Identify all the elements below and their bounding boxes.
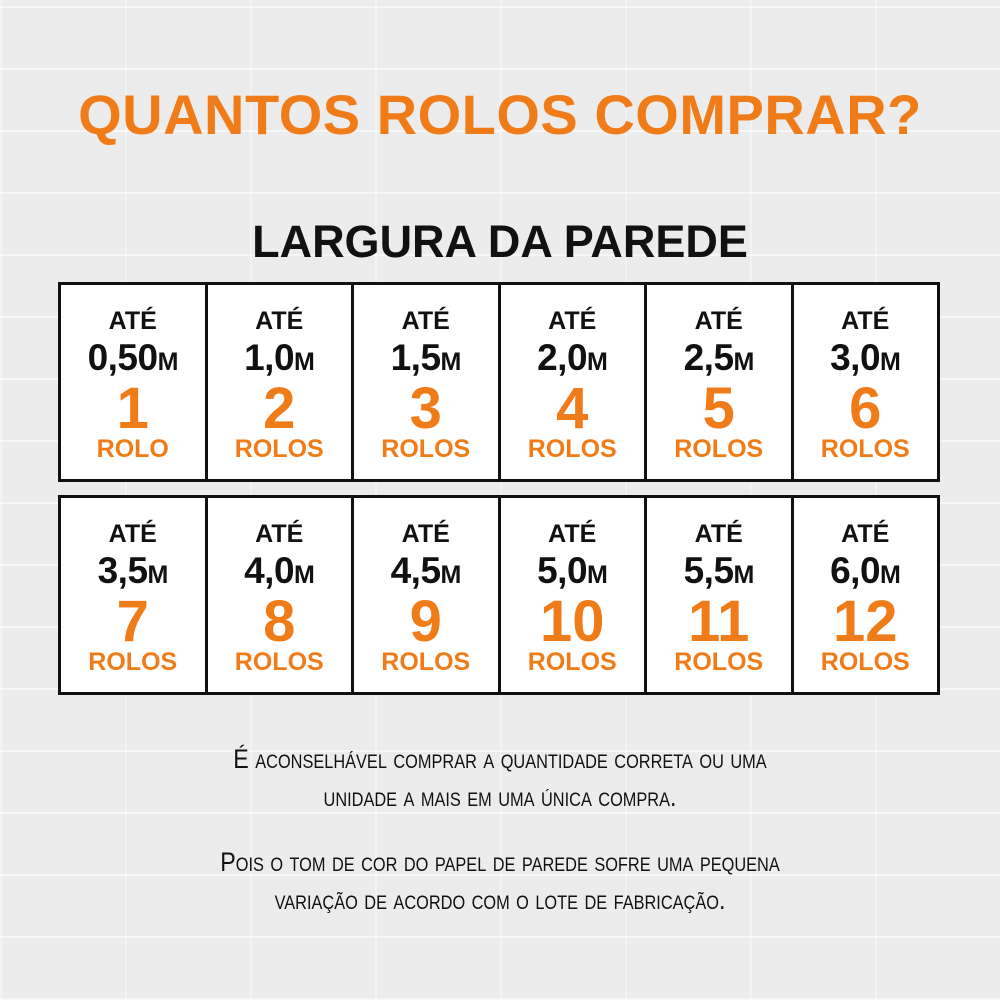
- cell-width: 0,50M: [61, 337, 205, 379]
- table-cell: ATÉ 3,5M 7 ROLOS: [61, 498, 208, 692]
- cell-width: 1,5M: [354, 337, 498, 379]
- cell-width-value: 0,50: [87, 337, 159, 378]
- cell-width-unit: M: [294, 348, 315, 376]
- cell-roll-label: ROLOS: [381, 648, 471, 676]
- cell-width-value: 3,0: [830, 337, 881, 378]
- cell-width-unit: M: [880, 561, 901, 589]
- cell-width-unit: M: [294, 561, 315, 589]
- cell-prefix: ATÉ: [694, 520, 743, 548]
- note-advice: É aconselhável comprar a quantidade corr…: [70, 740, 930, 816]
- cell-roll-label: ROLOS: [527, 435, 617, 463]
- table-cell: ATÉ 2,5M 5 ROLOS: [647, 285, 794, 479]
- cell-width-value: 2,5: [683, 337, 734, 378]
- cell-roll-count: 7: [116, 589, 149, 654]
- cell-roll-count: 5: [702, 376, 735, 441]
- cell-width-value: 2,0: [537, 337, 588, 378]
- cell-width-unit: M: [587, 561, 608, 589]
- cell-width-unit: M: [440, 561, 462, 589]
- cell-width: 4,5M: [354, 550, 498, 592]
- cell-roll-label: ROLOS: [234, 648, 324, 676]
- cell-roll-count: 8: [263, 589, 296, 654]
- cell-width: 2,5M: [647, 337, 791, 379]
- note-reason-line-1: Pois o tom de cor do papel de parede sof…: [220, 847, 780, 877]
- table-cell: ATÉ 5,0M 10 ROLOS: [501, 498, 647, 692]
- cell-width-value: 1,5: [390, 337, 441, 378]
- cell-width: 1,0M: [208, 337, 352, 379]
- cell-roll-label: ROLOS: [820, 648, 910, 676]
- cell-prefix: ATÉ: [401, 307, 450, 335]
- cell-prefix: ATÉ: [694, 307, 743, 335]
- cell-width-unit: M: [440, 348, 462, 376]
- cell-prefix: ATÉ: [108, 520, 157, 548]
- cell-roll-label: ROLOS: [381, 435, 471, 463]
- cell-roll-count: 4: [556, 376, 589, 441]
- cell-width-unit: M: [147, 561, 169, 589]
- cell-width-unit: M: [880, 348, 901, 376]
- cell-width-value: 1,0: [244, 337, 295, 378]
- table-cell: ATÉ 1,5M 3 ROLOS: [354, 285, 501, 479]
- cell-width-value: 4,5: [390, 550, 441, 591]
- cell-roll-count: 10: [539, 589, 605, 654]
- table-row-2: ATÉ 3,5M 7 ROLOS ATÉ 4,0M 8 ROLOS ATÉ 4,5M 9 ROLOS A…: [58, 495, 940, 695]
- table-cell: ATÉ 1,0M 2 ROLOS: [208, 285, 354, 479]
- cell-width-unit: M: [587, 348, 608, 376]
- cell-prefix: ATÉ: [108, 307, 157, 335]
- cell-width-value: 5,0: [537, 550, 588, 591]
- cell-roll-count: 1: [116, 376, 149, 441]
- cell-width: 3,0M: [794, 337, 938, 379]
- cell-roll-label: ROLOS: [234, 435, 324, 463]
- table-cell: ATÉ 6,0M 12 ROLOS: [794, 498, 938, 692]
- cell-width: 4,0M: [208, 550, 352, 592]
- cell-prefix: ATÉ: [401, 520, 450, 548]
- note-advice-line-2: unidade a mais em uma única compra.: [323, 782, 677, 812]
- cell-width-value: 6,0: [830, 550, 881, 591]
- cell-prefix: ATÉ: [255, 520, 304, 548]
- cell-roll-label: ROLOS: [88, 648, 178, 676]
- cell-roll-count: 11: [688, 589, 750, 654]
- cell-width: 5,5M: [647, 550, 791, 592]
- note-reason-line-2: variação de acordo com o lote de fabrica…: [274, 885, 726, 915]
- cell-roll-label: ROLOS: [674, 435, 764, 463]
- cell-roll-count: 3: [409, 376, 442, 441]
- cell-prefix: ATÉ: [255, 307, 304, 335]
- cell-roll-label: ROLOS: [820, 435, 910, 463]
- table-cell: ATÉ 5,5M 11 ROLOS: [647, 498, 794, 692]
- cell-roll-label: ROLO: [96, 435, 169, 463]
- cell-prefix: ATÉ: [841, 520, 890, 548]
- cell-roll-count: 2: [263, 376, 296, 441]
- cell-roll-label: ROLOS: [674, 648, 764, 676]
- table-cell: ATÉ 3,0M 6 ROLOS: [794, 285, 938, 479]
- table-row-1: ATÉ 0,50M 1 ROLO ATÉ 1,0M 2 ROLOS ATÉ 1,5M 3 ROLOS A…: [58, 282, 940, 482]
- cell-roll-count: 9: [409, 589, 442, 654]
- cell-width: 5,0M: [501, 550, 645, 592]
- cell-roll-count: 6: [849, 376, 882, 441]
- cell-width-value: 5,5: [683, 550, 734, 591]
- cell-width-unit: M: [157, 348, 179, 376]
- cell-roll-count: 12: [832, 589, 898, 654]
- table-cell: ATÉ 4,5M 9 ROLOS: [354, 498, 501, 692]
- cell-width: 3,5M: [61, 550, 205, 592]
- page-title: QUANTOS ROLOS COMPRAR?: [78, 83, 922, 146]
- cell-prefix: ATÉ: [841, 307, 890, 335]
- cell-width-value: 3,5: [97, 550, 148, 591]
- table-cell: ATÉ 4,0M 8 ROLOS: [208, 498, 354, 692]
- cell-width-unit: M: [733, 561, 755, 589]
- note-advice-line-1: É aconselhável comprar a quantidade corr…: [233, 744, 767, 774]
- table-cell: ATÉ 2,0M 4 ROLOS: [501, 285, 647, 479]
- section-subtitle: LARGURA DA PAREDE: [252, 216, 748, 267]
- cell-width-value: 4,0: [244, 550, 295, 591]
- table-cell: ATÉ 0,50M 1 ROLO: [61, 285, 208, 479]
- cell-width: 2,0M: [501, 337, 645, 379]
- cell-prefix: ATÉ: [548, 520, 597, 548]
- cell-width-unit: M: [733, 348, 755, 376]
- cell-width: 6,0M: [794, 550, 938, 592]
- cell-prefix: ATÉ: [548, 307, 597, 335]
- cell-roll-label: ROLOS: [527, 648, 617, 676]
- note-reason: Pois o tom de cor do papel de parede sof…: [70, 843, 930, 919]
